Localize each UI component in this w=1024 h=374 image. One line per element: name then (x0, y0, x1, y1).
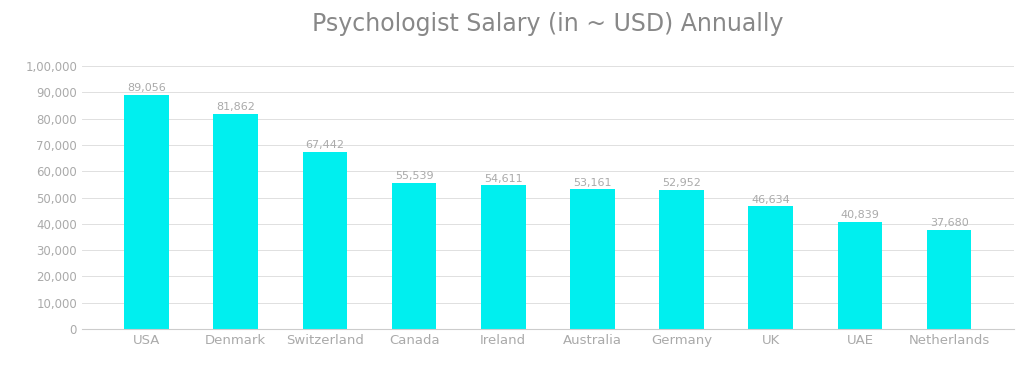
Text: 67,442: 67,442 (305, 140, 344, 150)
Bar (749, 206, 793, 329)
Bar (838, 222, 883, 329)
Bar (570, 189, 614, 329)
Bar (481, 186, 525, 329)
Bar (124, 95, 169, 329)
Text: 52,952: 52,952 (663, 178, 701, 188)
Title: Psychologist Salary (in ~ USD) Annually: Psychologist Salary (in ~ USD) Annually (312, 12, 783, 36)
Bar (303, 151, 347, 329)
Bar (659, 190, 703, 329)
Text: 46,634: 46,634 (752, 195, 791, 205)
Bar (392, 183, 436, 329)
Text: 89,056: 89,056 (127, 83, 166, 93)
Text: 40,839: 40,839 (841, 210, 880, 220)
Text: 37,680: 37,680 (930, 218, 969, 229)
Text: 81,862: 81,862 (216, 102, 255, 112)
Text: 54,611: 54,611 (484, 174, 522, 184)
Text: 55,539: 55,539 (395, 171, 433, 181)
Text: 53,161: 53,161 (573, 178, 611, 188)
Bar (213, 114, 258, 329)
Bar (927, 230, 972, 329)
